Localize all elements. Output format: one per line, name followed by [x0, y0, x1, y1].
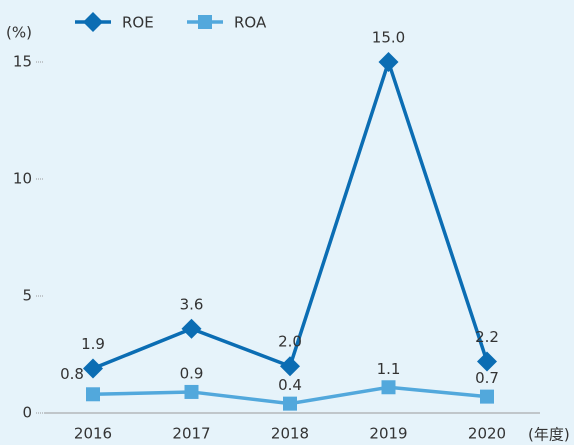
marker: [198, 15, 212, 29]
y-tick-label: 15: [13, 53, 32, 71]
x-tick-label: 2019: [369, 425, 407, 443]
marker: [181, 318, 202, 339]
x-axis-label: (年度): [528, 426, 570, 444]
marker: [381, 380, 396, 395]
marker: [184, 384, 199, 399]
x-tick-label: 2018: [271, 425, 309, 443]
y-tick-label: 5: [22, 287, 32, 305]
marker: [280, 356, 300, 377]
data-label: 0.8: [60, 365, 84, 383]
data-label: 2.2: [475, 328, 499, 346]
marker: [477, 351, 497, 372]
marker: [480, 389, 494, 404]
marker: [83, 358, 103, 379]
marker: [86, 387, 100, 402]
marker: [83, 12, 103, 32]
x-tick-label: 2017: [172, 425, 210, 443]
data-label: 3.6: [180, 295, 204, 313]
data-label: 15.0: [372, 29, 405, 47]
y-tick-label: 0: [22, 404, 32, 422]
legend-label: ROE: [122, 14, 154, 32]
x-tick-label: 2016: [74, 425, 112, 443]
data-label: 1.1: [377, 360, 401, 378]
legend-label: ROA: [234, 14, 267, 32]
y-axis-label: (%): [6, 24, 32, 42]
data-label: 1.9: [81, 335, 105, 353]
marker: [283, 396, 297, 411]
x-tick-label: 2020: [468, 425, 506, 443]
data-label: 0.9: [180, 364, 204, 382]
data-label: 0.7: [475, 369, 499, 387]
data-label: 2.0: [278, 333, 302, 351]
data-label: 0.4: [278, 376, 302, 394]
y-tick-label: 10: [13, 170, 32, 188]
marker: [378, 52, 399, 72]
